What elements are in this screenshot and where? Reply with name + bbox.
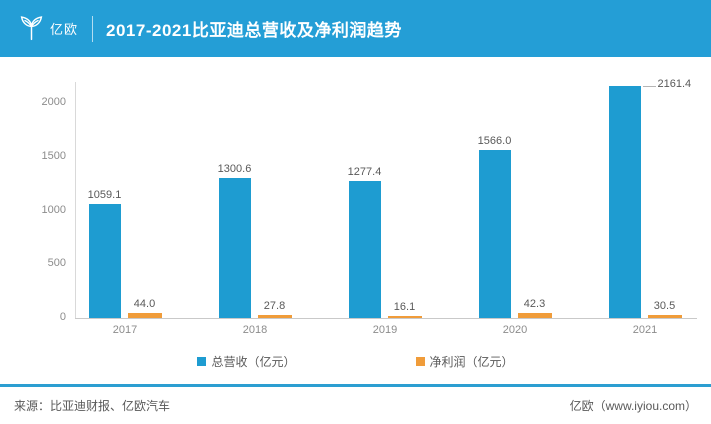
bar-value-label: 44.0 [133, 298, 156, 311]
profit-bar-2021: 30.5 [647, 300, 682, 318]
profit-bar-2017: 44.0 [127, 298, 162, 318]
bar-group-2018: 1300.6 27.8 [190, 77, 320, 318]
legend-marker-icon [197, 357, 207, 366]
legend-label: 总营收（亿元） [211, 355, 296, 369]
brand-text: 亿欧 [50, 22, 79, 37]
legend: 总营收（亿元） 净利润（亿元） [0, 353, 711, 370]
x-axis-tick-label: 2020 [502, 324, 528, 336]
iyiou-logo-icon [20, 16, 43, 41]
source-text: 来源：比亚迪财报、亿欧汽车 [14, 399, 171, 413]
bar-value-label: 2161.4 [657, 77, 692, 90]
revenue-bar-2017: 1059.1 [88, 189, 121, 318]
header-separator [92, 15, 94, 42]
legend-marker-icon [415, 357, 425, 366]
bar-group-2017: 1059.1 44.0 [60, 77, 190, 318]
bar-group-2019: 1277.4 16.1 [320, 77, 450, 318]
y-axis-line [75, 82, 76, 318]
x-axis-labels: 2017 2018 2019 2020 2021 [60, 324, 710, 336]
footer: 来源：比亚迪财报、亿欧汽车 亿欧（www.iyiou.com） [0, 387, 711, 424]
profit-bar-2018: 27.8 [257, 300, 292, 318]
revenue-bar-2020: 1566.0 [478, 135, 511, 318]
label-leader-line [642, 85, 656, 87]
x-axis-tick-label: 2019 [372, 324, 398, 336]
y-axis-tick-label: 1000 [41, 203, 66, 216]
bar-value-label: 1566.0 [477, 134, 512, 147]
bar-value-label: 1059.1 [87, 189, 122, 202]
profit-bar-2020: 42.3 [517, 298, 552, 318]
bar-value-label: 16.1 [393, 301, 416, 314]
x-axis-tick-label: 2021 [632, 324, 658, 336]
bar-value-label: 42.3 [523, 298, 546, 311]
revenue-bar-2018: 1300.6 [218, 163, 251, 318]
revenue-bar-2021: 2161.4 [608, 78, 691, 318]
y-axis-tick-label: 2000 [41, 96, 66, 108]
y-axis-labels: 0 500 1000 1500 2000 [0, 77, 66, 323]
legend-item: 净利润（亿元） [415, 353, 514, 370]
profit-bar-2019: 16.1 [387, 301, 422, 318]
y-axis-tick-label: 0 [59, 311, 66, 323]
bar-value-label: 1277.4 [347, 165, 382, 178]
x-axis-tick-label: 2018 [242, 324, 268, 336]
credit-text: 亿欧（www.iyiou.com） [569, 399, 697, 413]
page-title: 2017-2021比亚迪总营收及净利润趋势 [106, 21, 402, 40]
revenue-bar-2019: 1277.4 [348, 166, 381, 318]
legend-item: 总营收（亿元） [197, 353, 296, 370]
bar-value-label: 30.5 [653, 299, 676, 312]
x-axis-tick-label: 2017 [112, 324, 138, 336]
header-bar: 亿欧 2017-2021比亚迪总营收及净利润趋势 [0, 0, 711, 57]
y-axis-tick-label: 500 [47, 257, 66, 270]
x-axis-line [75, 318, 697, 319]
legend-label: 净利润（亿元） [429, 355, 514, 369]
bar-chart: 0 500 1000 1500 2000 1059.1 44.0 1300.6 27.8 127… [0, 57, 711, 384]
bar-group-2021: 2161.4 30.5 [580, 77, 710, 318]
bar-group-2020: 1566.0 42.3 [450, 77, 580, 318]
plot-area: 1059.1 44.0 1300.6 27.8 1277.4 16.1 1566.0 42.3… [60, 77, 710, 318]
y-axis-tick-label: 1500 [41, 149, 66, 162]
footer-divider [0, 384, 711, 387]
bar-value-label: 27.8 [263, 300, 286, 313]
bar-value-label: 1300.6 [217, 163, 252, 176]
